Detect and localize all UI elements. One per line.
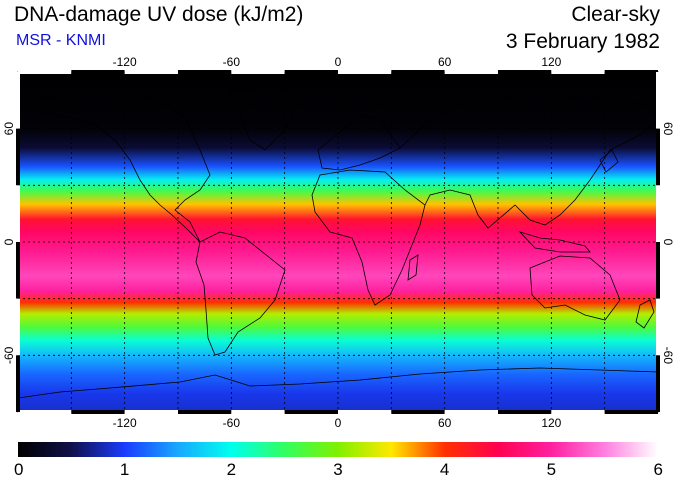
map-title: DNA-damage UV dose (kJ/m2)	[14, 3, 304, 26]
sky-condition-label: Clear-sky	[571, 3, 660, 26]
indonesia-coastline	[518, 231, 591, 253]
antarctica-coastline	[18, 367, 658, 399]
top-frame-bar	[444, 70, 498, 74]
axis-tick-labels: -120 -120 -60 -60 0 0 60 60 120 120 60 60 0 0 -60 -60	[2, 55, 675, 430]
left-frame-bar	[16, 355, 20, 412]
madagascar-coastline	[407, 254, 419, 281]
colorbar-tick-label: 3	[333, 460, 342, 479]
top-frame-bar	[551, 70, 605, 74]
graticule	[18, 72, 658, 412]
top-frame-bar	[178, 70, 232, 74]
australia-coastline	[529, 255, 621, 321]
colorbar-tick-label: 5	[547, 460, 556, 479]
right-frame-bar	[656, 298, 660, 356]
top-frame-bar	[18, 70, 72, 74]
asia-coastline	[399, 94, 658, 229]
bottom-frame-bar	[391, 410, 445, 414]
lat-tick-label-left: 60	[2, 122, 16, 136]
lat-tick-label-left: -60	[2, 346, 16, 364]
colorbar-labels: 0 1 2 3 4 5 6	[14, 460, 663, 479]
source-label: MSR - KNMI	[16, 32, 106, 49]
africa-coastline	[311, 169, 426, 306]
bottom-frame-bar	[444, 410, 498, 414]
lon-tick-label-top: 0	[335, 55, 342, 69]
top-frame-bar	[124, 70, 178, 74]
date-label: 3 February 1982	[505, 30, 660, 53]
left-frame-bar	[16, 298, 20, 356]
top-frame-bar	[284, 70, 338, 74]
south-america-coastline	[195, 231, 286, 356]
lat-tick-label-left: 0	[2, 238, 16, 245]
lon-tick-label-bottom: 60	[438, 416, 452, 430]
left-frame-bar	[16, 72, 20, 129]
greenland-coastline	[229, 84, 301, 151]
colorbar-ramp	[18, 442, 658, 457]
top-frame-bar	[498, 70, 552, 74]
left-frame-bar	[16, 185, 20, 242]
top-frame-bar	[231, 70, 285, 74]
lat-tick-label-right: 60	[661, 122, 675, 136]
colorbar-tick-label: 4	[440, 460, 449, 479]
frame-tick-bars	[16, 70, 660, 414]
lon-tick-label-bottom: 120	[541, 416, 561, 430]
right-frame-bar	[656, 72, 660, 129]
bottom-frame-bar	[498, 410, 552, 414]
bottom-frame-bar	[551, 410, 605, 414]
lon-tick-label-bottom: -60	[223, 416, 241, 430]
colorbar-tick-label: 2	[227, 460, 236, 479]
lat-tick-label-right: 0	[661, 239, 675, 246]
left-frame-bar	[16, 128, 20, 186]
coastlines	[18, 84, 658, 399]
right-frame-bar	[656, 185, 660, 242]
top-frame-bar	[71, 70, 125, 74]
bottom-frame-bar	[71, 410, 125, 414]
colorbar-tick-label: 0	[14, 460, 23, 479]
map-panel: -120 -120 -60 -60 0 0 60 60 120 120 60 60 0 0 -60 -60	[2, 55, 675, 430]
lon-tick-label-bottom: 0	[335, 416, 342, 430]
right-frame-bar	[656, 242, 660, 299]
bottom-frame-bar	[231, 410, 285, 414]
colorbar-tick-label: 1	[120, 460, 129, 479]
north-america-coastline	[24, 91, 211, 243]
lon-tick-label-top: 120	[541, 55, 561, 69]
lon-tick-label-top: -60	[223, 55, 241, 69]
right-frame-bar	[656, 128, 660, 186]
top-frame-bar	[391, 70, 445, 74]
bottom-frame-bar	[604, 410, 658, 414]
colorbar: 0 1 2 3 4 5 6	[14, 442, 663, 479]
top-frame-bar	[338, 70, 392, 74]
lon-tick-label-top: 60	[438, 55, 452, 69]
lat-tick-label-right: -60	[661, 347, 675, 365]
bottom-frame-bar	[124, 410, 178, 414]
bottom-frame-bar	[18, 410, 72, 414]
new-zealand-coastline	[635, 299, 655, 329]
left-frame-bar	[16, 242, 20, 299]
lon-tick-label-top: -120	[113, 55, 137, 69]
bottom-frame-bar	[338, 410, 392, 414]
bottom-frame-bar	[178, 410, 232, 414]
lon-tick-label-bottom: -120	[113, 416, 137, 430]
top-frame-bar	[604, 70, 658, 74]
right-frame-bar	[656, 355, 660, 412]
colorbar-tick-label: 6	[654, 460, 663, 479]
japan-coastline	[599, 149, 619, 173]
bottom-frame-bar	[284, 410, 338, 414]
